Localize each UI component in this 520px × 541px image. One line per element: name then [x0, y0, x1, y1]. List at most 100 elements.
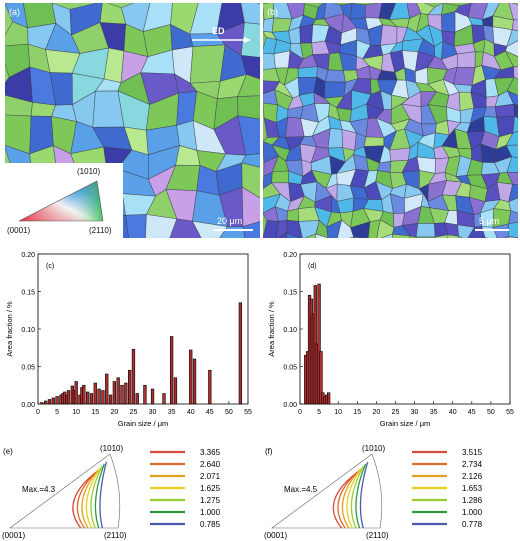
bar: [150, 388, 155, 405]
grain-size-chart-c: 0.00 0.05 0.10 0.15 0.20 0 5 10 15 20 25 30 35 40 45 50…: [5, 252, 252, 428]
x-tick-label: 5: [317, 409, 321, 416]
bar: [93, 382, 97, 405]
ipf-triangle: [18, 180, 104, 222]
bar: [97, 388, 101, 405]
bar: [131, 348, 136, 405]
pole-label-top: (1010): [362, 444, 385, 453]
y-axis-label: Area fraction / %: [267, 301, 276, 357]
contour-line: [332, 473, 356, 529]
pole-label-left: (0001): [2, 531, 25, 540]
panel-label: (f): [265, 447, 273, 456]
legend-value: 0.778: [462, 520, 483, 529]
legend-value: 1.000: [200, 508, 221, 517]
y-tick-label: 0.10: [283, 327, 297, 334]
contour-line: [359, 461, 369, 529]
y-tick-label: 0.10: [21, 327, 35, 334]
x-tick-label: 35: [168, 409, 176, 416]
legend-value: 2.071: [200, 472, 221, 481]
pole-figure-e: Max.=4.3 (e) (1010) (0001) (2110) 3.365 2.640 2…: [2, 444, 221, 540]
plot-frame: [299, 253, 511, 405]
x-tick-label: 50: [487, 409, 495, 416]
x-tick-label: 50: [225, 409, 233, 416]
x-tick-label: 55: [506, 409, 514, 416]
bar: [51, 397, 55, 405]
grain-size-chart-d: 0.00 0.05 0.10 0.15 0.20 0 5 10 15 20 25 30 35 40 45 50…: [267, 252, 514, 428]
bar: [135, 393, 139, 405]
ed-label: ED: [212, 26, 225, 36]
contour-line: [350, 465, 365, 529]
legend-value: 1.653: [462, 484, 483, 493]
legend-value: 3.515: [462, 448, 483, 457]
bar: [101, 390, 105, 405]
bar: [86, 391, 90, 405]
legend-value: 1.286: [462, 496, 483, 505]
scale-label-a: 20 μm: [217, 216, 243, 226]
x-tick-label: 15: [353, 409, 361, 416]
contour-line: [94, 463, 105, 529]
bar: [170, 336, 174, 405]
bar: [327, 392, 331, 405]
y-tick-label: 0.20: [21, 252, 35, 259]
y-axis-label: Area fraction / %: [5, 301, 14, 357]
bar: [173, 377, 178, 405]
x-tick-label: 40: [449, 409, 457, 416]
bar: [40, 402, 44, 405]
scale-bar-a: 20 μm: [211, 216, 255, 234]
bar: [317, 283, 321, 405]
x-tick-label: 5: [55, 409, 59, 416]
bar: [89, 393, 94, 405]
x-tick-label: 15: [91, 409, 99, 416]
x-tick-label: 0: [298, 409, 302, 416]
bar: [108, 394, 113, 405]
contour-line: [337, 471, 358, 529]
contour-line: [85, 467, 101, 529]
panel-label: (c): [46, 263, 54, 270]
y-tick-label: 0.20: [283, 252, 297, 259]
x-axis-label: Grain size / μm: [380, 419, 431, 428]
contour-line: [99, 461, 108, 529]
y-tick-label: 0.05: [21, 365, 35, 372]
x-axis-label: Grain size / μm: [118, 419, 169, 428]
bar: [238, 302, 242, 405]
bar: [116, 377, 120, 405]
bar: [82, 384, 86, 405]
legend-value: 2.640: [200, 460, 221, 469]
bar: [66, 390, 71, 405]
scale-bar-b: 5 μm: [473, 216, 513, 234]
bar: [43, 400, 48, 405]
x-tick-label: 25: [130, 409, 138, 416]
bar: [112, 381, 117, 405]
legend-value: 2.734: [462, 460, 483, 469]
legend-value: 1.275: [200, 496, 221, 505]
ipf-label-right: (2110): [89, 226, 112, 235]
x-tick-label: 55: [244, 409, 252, 416]
contour-line: [355, 463, 367, 529]
x-tick-label: 40: [187, 409, 195, 416]
pole-label-right: (2110): [104, 531, 127, 540]
bar: [105, 373, 109, 405]
y-tick-label: 0.15: [21, 290, 35, 297]
y-tick-label: 0.05: [283, 365, 297, 372]
ipf-sector: [9, 453, 121, 529]
plot-frame: [37, 253, 249, 405]
bar: [189, 349, 193, 405]
legend-value: 1.625: [200, 484, 221, 493]
panel-label-b: (b): [267, 7, 278, 17]
contour-line: [90, 465, 103, 529]
legend-value: 1.000: [462, 508, 483, 517]
legend-value: 2.126: [462, 472, 483, 481]
ipf-sector: [271, 453, 383, 529]
panel-label: (e): [3, 447, 13, 456]
x-tick-label: 10: [72, 409, 80, 416]
bar: [208, 369, 212, 405]
x-tick-label: 20: [372, 409, 380, 416]
pole-figure-f: Max.=4.5 (f) (1010) (0001) (2110) 3.515 2.734 2…: [264, 444, 483, 540]
pole-label-right: (2110): [366, 531, 389, 540]
pole-label-top: (1010): [100, 444, 123, 453]
bar: [128, 369, 132, 405]
bar: [124, 382, 128, 405]
panel-label-a: (a): [9, 7, 20, 17]
ebsd-map-a: (a) ED: [5, 3, 260, 238]
legend-value: 0.785: [200, 520, 221, 529]
bar: [120, 384, 124, 405]
